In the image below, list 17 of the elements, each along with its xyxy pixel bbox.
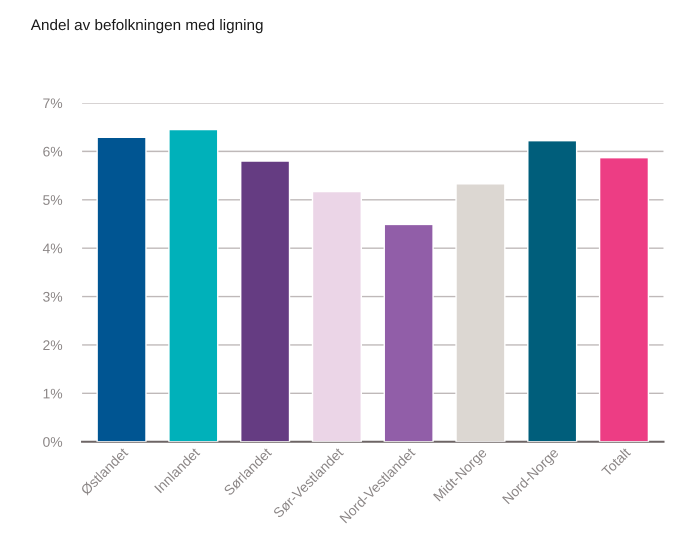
bar	[168, 128, 218, 442]
y-tick-label: 0%	[43, 437, 62, 447]
bar	[240, 160, 290, 442]
y-tick-label: 3%	[43, 292, 62, 302]
bar	[312, 190, 362, 442]
y-tick-label: 2%	[43, 340, 62, 350]
bar	[96, 136, 147, 442]
y-tick-label: 4%	[42, 244, 62, 254]
bar	[384, 224, 434, 442]
chart-title: Andel av befolkningen med ligning	[30, 18, 263, 34]
y-tick-label: 1%	[44, 388, 62, 398]
y-tick-label: 7%	[43, 98, 62, 108]
bar	[455, 183, 506, 442]
bar	[598, 156, 650, 442]
y-tick-label: 5%	[43, 195, 62, 205]
y-tick-label: 6%	[43, 146, 62, 157]
bar	[527, 140, 578, 442]
